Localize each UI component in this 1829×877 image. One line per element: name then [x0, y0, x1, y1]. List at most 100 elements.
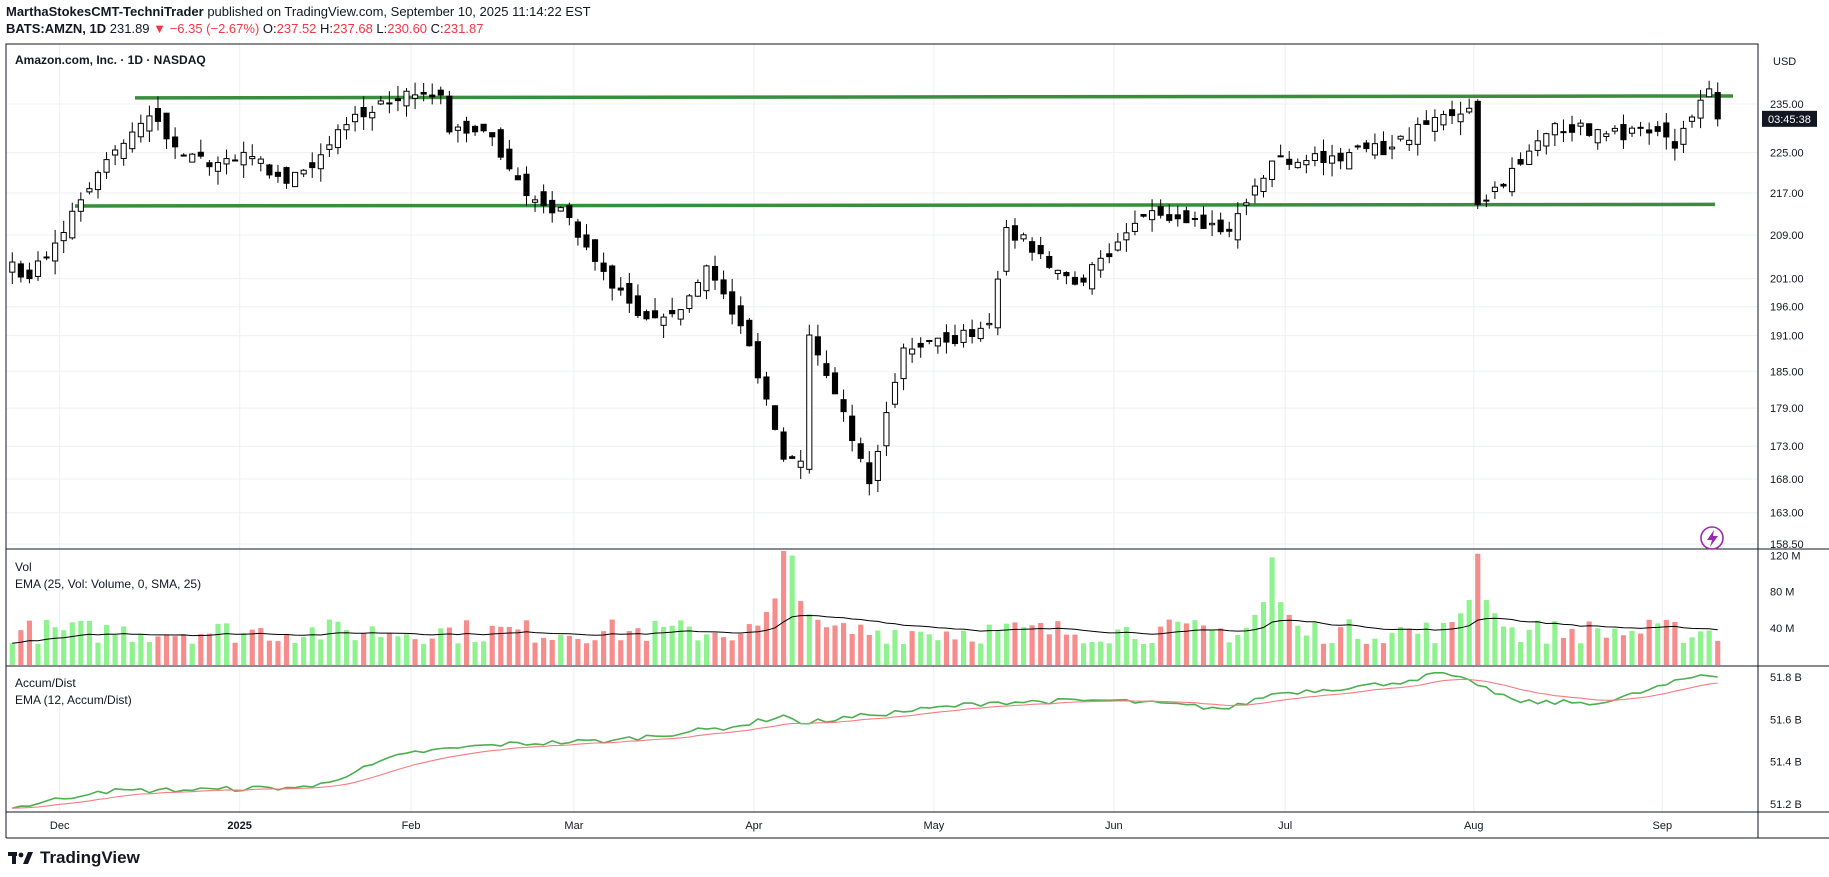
time-tick-label: Jul	[1278, 820, 1292, 832]
volume-bar	[532, 642, 538, 665]
volume-bar	[661, 627, 667, 665]
candle-body	[317, 154, 324, 170]
volume-bar	[1020, 627, 1027, 665]
candle-body	[146, 115, 153, 132]
candle-body	[86, 188, 93, 193]
volume-bar	[1098, 641, 1104, 665]
volume-bar	[1663, 619, 1669, 665]
volume-bar	[232, 642, 238, 665]
volume-bar	[1672, 621, 1678, 665]
low-label: L:	[376, 21, 388, 36]
symbol-label[interactable]: BATS:AMZN, 1D	[6, 21, 107, 36]
volume-bar	[1535, 620, 1541, 665]
candle-body	[420, 91, 427, 95]
volume-bar	[1638, 633, 1644, 665]
volume-bar	[943, 631, 949, 665]
volume-bar	[1226, 642, 1232, 665]
price-tick-label: 173.00	[1770, 441, 1804, 453]
candle-body	[1020, 234, 1027, 240]
volume-bar	[438, 628, 444, 665]
volume-bar	[258, 628, 264, 665]
volume-bar	[1603, 637, 1609, 665]
candle-body	[1688, 116, 1696, 122]
volume-bar	[1706, 630, 1712, 665]
candle-body	[369, 111, 376, 119]
candle-body	[1680, 127, 1687, 145]
volume-bar	[789, 555, 795, 665]
volume-bar	[1158, 626, 1164, 665]
volume-bar	[1560, 637, 1567, 665]
volume-bar	[1715, 640, 1721, 665]
volume-bar	[1552, 621, 1558, 665]
candle-body	[94, 172, 102, 191]
volume-bar	[746, 624, 752, 665]
volume-bar	[86, 620, 92, 665]
volume-bar	[832, 625, 838, 665]
candle-body	[1697, 99, 1704, 119]
volume-bar	[335, 621, 341, 665]
candle-body	[489, 132, 496, 138]
candle-body	[1029, 241, 1036, 253]
volume-bar	[403, 634, 410, 665]
candle-body	[1483, 199, 1490, 202]
candle-body	[651, 310, 659, 319]
volume-bar	[361, 633, 367, 665]
candle-body	[1286, 158, 1293, 165]
candle-body	[137, 122, 144, 138]
candle-body	[926, 339, 933, 342]
candle-body	[172, 136, 179, 148]
volume-bar	[1475, 553, 1481, 665]
volume-bar	[1655, 623, 1661, 665]
price-tick-label: 235.00	[1770, 99, 1804, 111]
volume-bar	[772, 598, 778, 665]
volume-bar	[566, 635, 572, 665]
lightning-icon[interactable]	[1700, 526, 1724, 550]
candle-body	[1251, 185, 1259, 196]
high-label: H:	[320, 21, 334, 36]
candle-body	[780, 431, 787, 460]
volume-bar	[206, 633, 212, 665]
volume-tick-label: 40 M	[1770, 623, 1794, 635]
volume-bar	[155, 636, 161, 665]
volume-bar	[678, 620, 684, 665]
candle-body	[360, 106, 367, 118]
candle-body	[1397, 135, 1404, 140]
candle-body	[1183, 210, 1190, 224]
current-price-countdown: 03:45:38	[1768, 114, 1811, 126]
volume-bar	[1269, 557, 1275, 665]
volume-bar	[215, 623, 221, 665]
candle-body	[934, 337, 941, 347]
volume-bar	[69, 622, 75, 665]
candle-body	[26, 269, 33, 280]
trendlines[interactable]	[74, 94, 1734, 208]
volume-bar	[1458, 613, 1464, 665]
volume-bar	[1055, 621, 1061, 665]
volume-bar	[1432, 643, 1438, 665]
volume-bar	[926, 634, 932, 665]
volume-bar	[9, 643, 15, 665]
candle-body	[600, 262, 607, 272]
volume-bar	[849, 633, 855, 665]
volume-bar	[1183, 623, 1189, 665]
volume-bar	[712, 632, 718, 665]
candle-body	[866, 462, 873, 485]
high-value: 237.68	[333, 21, 373, 36]
candle-body	[523, 173, 530, 197]
candle-body	[1594, 129, 1601, 144]
volume-bar	[1140, 643, 1147, 665]
volume-bar	[429, 638, 435, 665]
axis-labels: 235.00 225.00 217.00 209.00 201.00 196.00 191.…	[50, 99, 1817, 832]
candle-body	[1371, 143, 1378, 156]
author-name[interactable]: MarthaStokesCMT-TechniTrader	[6, 4, 204, 19]
candle-body	[266, 164, 273, 176]
candle-body	[257, 158, 264, 164]
volume-bar	[223, 623, 230, 665]
candle-body	[591, 239, 599, 262]
volume-bar	[95, 642, 101, 665]
volume-bar	[1312, 622, 1318, 665]
tradingview-logo[interactable]: TradingView	[8, 848, 140, 868]
candle-body	[1080, 277, 1087, 283]
volume-bar	[1303, 635, 1309, 665]
candle-body	[660, 316, 667, 326]
